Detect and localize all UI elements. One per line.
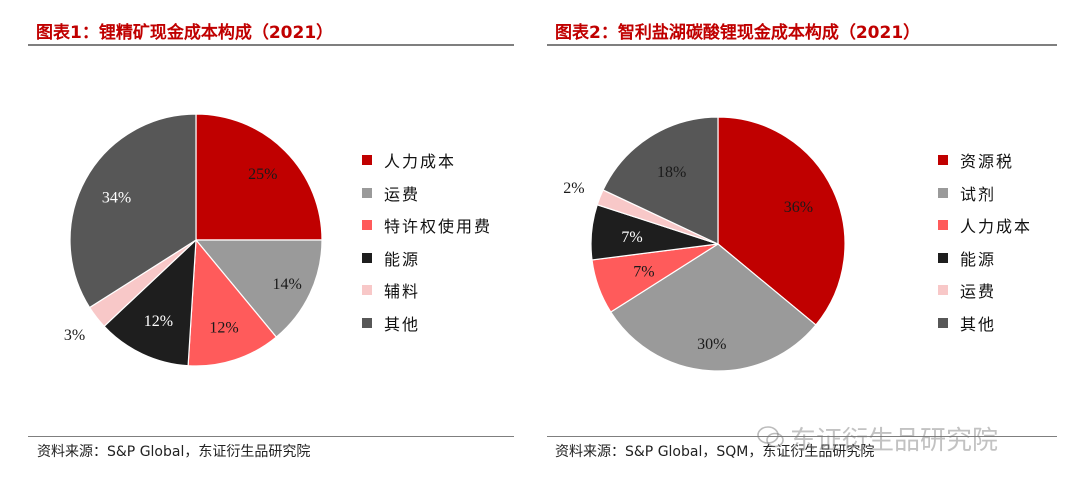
legend-swatch <box>362 187 372 198</box>
legend-swatch <box>938 220 948 231</box>
legend-item: 人力成本 <box>938 209 1032 242</box>
chart-title-1: 图表1：锂精矿现金成本构成（2021） <box>36 23 334 43</box>
legend-swatch <box>938 187 948 198</box>
legend-label: 资源税 <box>960 152 1015 172</box>
title-rule-2 <box>547 44 1057 46</box>
watermark-text: 东证衍生品研究院 <box>790 426 999 456</box>
legend-swatch <box>938 155 948 166</box>
legend-label: 运费 <box>960 282 997 302</box>
pie-slice-1 <box>717 116 846 326</box>
legend-label: 特许权使用费 <box>384 217 493 237</box>
source-note-1: 资料来源：S&P Global，东证衍生品研究院 <box>37 444 311 460</box>
legend-label: 试剂 <box>960 184 997 204</box>
pie-slice-4 <box>103 238 197 367</box>
legend-swatch <box>938 285 948 296</box>
data-label-1: 25% <box>248 166 277 183</box>
pie-slice-2 <box>609 243 817 372</box>
legend-1: 人力成本运费特许权使用费 能源辅料其他 <box>362 144 492 339</box>
data-label-6: 18% <box>657 164 686 181</box>
legend-item: 资源税 <box>938 144 1032 177</box>
legend-item: 试剂 <box>938 177 1032 210</box>
legend-label: 能源 <box>960 249 997 269</box>
legend-label: 其他 <box>384 314 421 334</box>
legend-swatch <box>362 252 372 263</box>
pie-chart-1: 25% 14% 12% 12% 3% 34% <box>64 113 323 367</box>
legend-item: 能源 <box>938 242 1032 275</box>
legend-swatch <box>938 317 948 328</box>
data-label-6: 34% <box>102 189 131 206</box>
legend-item: 其他 <box>938 307 1032 340</box>
data-label-4: 7% <box>621 229 642 246</box>
legend-label: 能源 <box>384 249 421 269</box>
legend-item: 其他 <box>362 307 492 340</box>
legend-swatch <box>362 285 372 296</box>
source-rule-2 <box>547 436 1057 437</box>
legend-item: 能源 <box>362 242 492 275</box>
data-label-5: 3% <box>64 327 85 344</box>
chart-panel-1: 图表1：锂精矿现金成本构成（2021） 25% 14% 12% 12% 3% 34% 人力… <box>28 23 514 460</box>
legend-swatch <box>362 220 372 231</box>
legend-swatch <box>362 317 372 328</box>
legend-label: 人力成本 <box>960 217 1033 237</box>
chart-title-2: 图表2：智利盐湖碳酸锂现金成本构成（2021） <box>555 23 921 43</box>
data-label-3: 7% <box>633 264 654 281</box>
source-rule-1 <box>28 436 514 437</box>
source-note-2: 资料来源：S&P Global，SQM，东证衍生品研究院 <box>555 444 875 460</box>
data-label-2: 30% <box>697 336 726 353</box>
data-label-2: 14% <box>273 276 302 293</box>
legend-item: 运费 <box>938 274 1032 307</box>
pie-slice-2 <box>194 239 323 338</box>
data-label-5: 2% <box>563 180 584 197</box>
legend-label: 辅料 <box>384 282 421 302</box>
pie-slice-6 <box>602 116 719 245</box>
pie-slice-3 <box>187 238 278 367</box>
legend-swatch <box>938 252 948 263</box>
legend-label: 其他 <box>960 314 997 334</box>
pie-slice-1 <box>195 113 323 241</box>
pie-chart-2: 36% 30% 7% 7% 2% 18% <box>563 116 846 372</box>
legend-item: 辅料 <box>362 274 492 307</box>
chart-panel-2: 图表2：智利盐湖碳酸锂现金成本构成（2021） 36% 30% 7% 7% 2% 18% … <box>545 0 1080 487</box>
legend-swatch <box>362 155 372 166</box>
data-label-3: 12% <box>209 319 238 336</box>
legend-item: 运费 <box>362 177 492 210</box>
legend-item: 人力成本 <box>362 144 492 177</box>
wechat-icon <box>757 426 784 448</box>
legend-item: 特许权使用费 <box>362 209 492 242</box>
title-rule-1 <box>28 44 514 46</box>
data-label-4: 12% <box>144 313 173 330</box>
data-label-1: 36% <box>784 199 813 216</box>
legend-label: 运费 <box>384 184 421 204</box>
pie-slice-6 <box>69 113 197 309</box>
legend-label: 人力成本 <box>384 152 457 172</box>
legend-2: 资源税试剂人力成本能源运费其他 <box>938 144 1032 339</box>
